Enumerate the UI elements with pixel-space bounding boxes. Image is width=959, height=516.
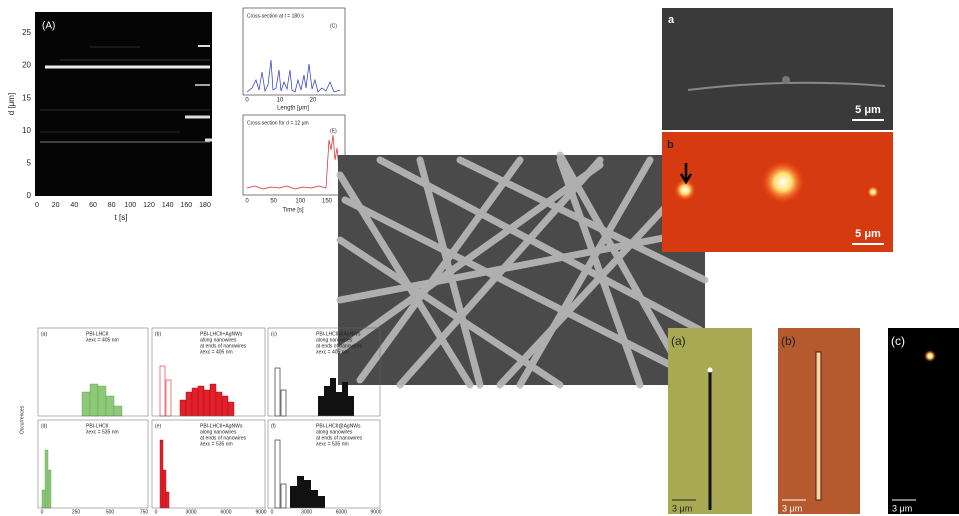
plot-title: Cross-section at t = 180 s (247, 13, 304, 19)
x-tick-label: 20 (52, 202, 60, 209)
panel-label: (A) (42, 21, 55, 32)
scale-bar (852, 243, 884, 245)
sem-nanowires (338, 155, 705, 385)
y-tick-label: 0 (27, 191, 32, 200)
x-tick-label: 10 (277, 98, 284, 104)
panel-label: (E) (330, 128, 337, 134)
nanowire (816, 352, 821, 500)
x-tick-label: 0 (155, 509, 158, 515)
x-tick-label: 750 (140, 509, 149, 515)
y-tick-label: 25 (22, 28, 31, 37)
legend-text: λexc = 405 nm (316, 349, 349, 355)
emission-spot (867, 186, 879, 198)
panel-label: (C) (330, 23, 337, 29)
y-axis-title: d [μm] (7, 93, 16, 115)
x-tick-label: 150 (322, 199, 333, 205)
x-tick-label: 500 (106, 509, 115, 515)
collage: (A) d [μm] t [s] Cross-section at t = 18… (0, 0, 959, 516)
legend-text: λexc = 405 nm (200, 349, 233, 355)
x-tick-label: 9000 (370, 509, 381, 515)
panel-label: b (667, 139, 674, 151)
legend-text: λexc = 405 nm (86, 337, 119, 343)
x-tick-label: 60 (89, 202, 97, 209)
emission-spot (924, 350, 936, 362)
y-tick-label: 10 (22, 126, 31, 135)
y-tick-label: 15 (22, 93, 31, 102)
tip (708, 368, 713, 373)
x-tick-label: 180 (199, 202, 211, 209)
x-tick-label: 6000 (336, 509, 347, 515)
x-tick-label: 0 (271, 509, 274, 515)
x-tick-label: 3000 (301, 509, 312, 515)
panel-label: (a) (41, 331, 47, 337)
x-tick-label: 20 (310, 98, 317, 104)
x-axis-title: Length [μm] (277, 106, 309, 112)
scale-label: 3 μm (892, 503, 912, 513)
x-tick-label: 100 (124, 202, 136, 209)
x-tick-label: 160 (180, 202, 192, 209)
x-tick-label: 0 (35, 202, 39, 209)
scale-bar (852, 119, 884, 121)
panel-label: a (668, 14, 675, 26)
panel-label: (b) (155, 331, 161, 337)
panel-label: (f) (271, 423, 276, 429)
scale-label: 5 μm (855, 104, 881, 116)
panel-label: (e) (155, 423, 161, 429)
page: (A) d [μm] t [s] Cross-section at t = 18… (0, 0, 959, 516)
x-tick-label: 6000 (220, 509, 231, 515)
panel-label: (a) (671, 334, 686, 348)
x-axis-title: Time [s] (282, 208, 303, 214)
x-tick-label: 100 (295, 199, 306, 205)
scale-label: 3 μm (782, 503, 802, 513)
legend-text: λexc = 535 nm (200, 441, 233, 447)
legend-text: λexc = 535 nm (316, 441, 349, 447)
scale-label: 3 μm (672, 503, 692, 513)
x-tick-label: 3000 (185, 509, 196, 515)
histogram-grid (42, 366, 354, 508)
plot-frame (243, 115, 345, 195)
x-axis-title: t [s] (115, 213, 128, 222)
x-tick-label: 50 (270, 199, 277, 205)
panel-label: (d) (41, 423, 47, 429)
x-tick-label: 140 (162, 202, 174, 209)
y-axis-title: Occurrences (19, 405, 25, 434)
panel-label: (b) (781, 334, 796, 348)
x-tick-label: 120 (143, 202, 155, 209)
x-tick-label: 80 (108, 202, 116, 209)
x-tick-label: 0 (245, 98, 249, 104)
x-tick-label: 250 (72, 509, 81, 515)
y-tick-label: 20 (22, 61, 31, 70)
panel-label: (c) (891, 334, 905, 348)
x-tick-label: 40 (70, 202, 78, 209)
optical-image (888, 328, 959, 514)
plot-title: Cross-section for d = 12 μm (247, 120, 309, 126)
x-tick-label: 0 (41, 509, 44, 515)
y-tick-label: 5 (27, 159, 32, 168)
emission-spot (761, 160, 805, 204)
x-tick-label: 9000 (255, 509, 266, 515)
scale-label: 5 μm (855, 228, 881, 240)
panel-label: (c) (271, 331, 277, 337)
kymograph-image (35, 12, 212, 196)
particle (782, 76, 790, 84)
legend-text: λexc = 535 nm (86, 429, 119, 435)
x-tick-label: 0 (245, 199, 249, 205)
